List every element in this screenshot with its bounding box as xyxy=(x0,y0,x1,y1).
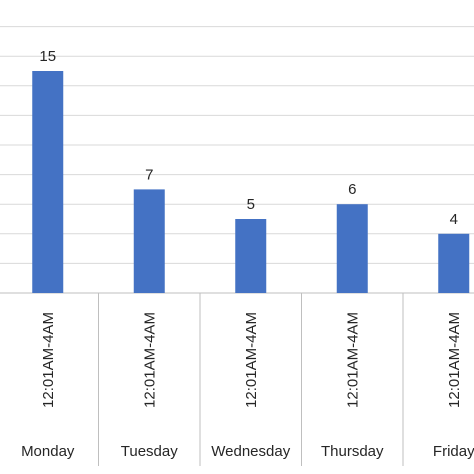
bar-thursday[interactable] xyxy=(336,204,368,293)
bar-monday[interactable] xyxy=(32,71,64,293)
data-label: 15 xyxy=(39,48,56,65)
bar-friday[interactable] xyxy=(438,233,470,293)
data-label: 4 xyxy=(450,211,458,228)
tick-label: 12:01AM-4AM xyxy=(344,312,361,408)
category-label: Friday xyxy=(433,443,474,460)
data-label: 5 xyxy=(247,196,255,213)
bar-wednesday[interactable] xyxy=(235,219,267,293)
tick-label: 12:01AM-4AM xyxy=(141,312,158,408)
bar-tuesday[interactable] xyxy=(133,189,165,293)
tick-label: 12:01AM-4AM xyxy=(446,312,463,408)
tick-label: 12:01AM-4AM xyxy=(40,312,57,408)
data-label: 6 xyxy=(348,181,356,198)
tick-label: 12:01AM-4AM xyxy=(243,312,260,408)
data-label: 7 xyxy=(145,166,153,183)
category-label: Thursday xyxy=(321,443,384,460)
category-label: Wednesday xyxy=(211,443,290,460)
category-label: Monday xyxy=(21,443,75,460)
category-label: Tuesday xyxy=(121,443,178,460)
